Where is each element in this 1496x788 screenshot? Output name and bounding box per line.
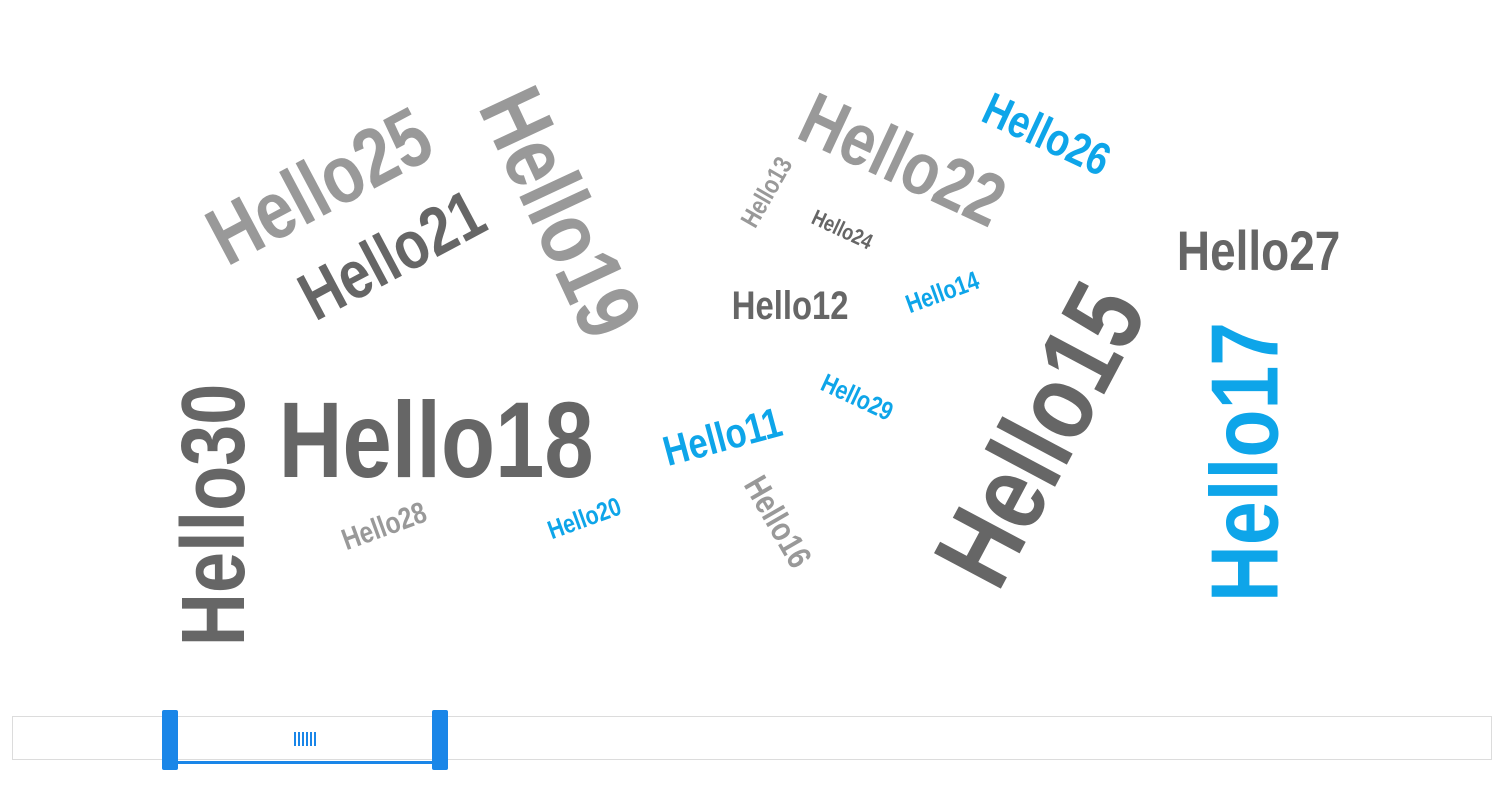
datazoom-move-grip[interactable] [294,732,318,746]
word-hello29: Hello29 [816,367,898,427]
datazoom-end-handle[interactable] [432,710,448,770]
word-hello13: Hello13 [733,151,798,233]
word-hello11: Hello11 [657,398,787,475]
datazoom-start-handle[interactable] [162,710,178,770]
word-hello28: Hello28 [336,496,431,558]
word-hello20: Hello20 [542,490,625,546]
word-hello18: Hello18 [278,379,594,500]
word-hello19: Hello19 [459,72,661,354]
word-hello30: Hello30 [164,383,265,647]
word-cloud: Hello11 Hello12 Hello13 Hello14 Hello15 Hello… [164,72,1340,647]
word-hello17: Hello17 [1191,321,1299,603]
word-hello16: Hello16 [735,469,819,575]
word-hello15: Hello15 [910,264,1170,606]
word-hello24: Hello24 [807,204,877,255]
datazoom-selected-range[interactable] [176,716,434,764]
datazoom-track[interactable] [12,716,1492,760]
word-hello14: Hello14 [900,264,983,320]
word-hello12: Hello12 [731,284,849,328]
word-hello27: Hello27 [1176,219,1340,282]
